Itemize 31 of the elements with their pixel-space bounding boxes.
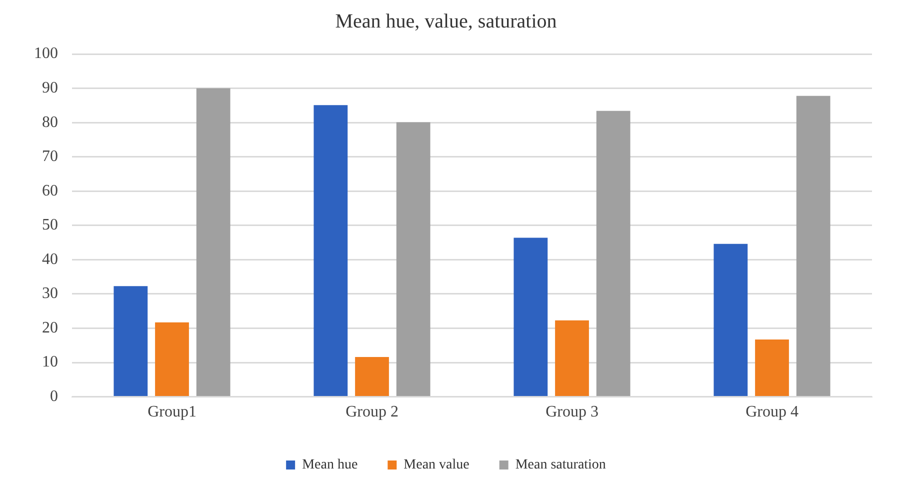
bar <box>755 340 789 396</box>
y-tick-label: 90 <box>42 79 58 96</box>
y-tick-label: 70 <box>42 148 58 166</box>
bar <box>155 322 189 396</box>
bar <box>514 238 548 396</box>
bar <box>555 320 589 396</box>
legend-label: Mean hue <box>302 458 358 473</box>
bar <box>355 357 389 396</box>
bar <box>714 244 748 396</box>
bar <box>114 286 148 396</box>
bar <box>796 96 830 396</box>
y-tick-label: 10 <box>42 354 58 371</box>
bar <box>314 105 348 396</box>
y-tick-label: 30 <box>42 285 58 302</box>
bar <box>396 122 430 396</box>
x-tick-label: Group 3 <box>546 404 598 421</box>
x-tick-label: Group 2 <box>346 404 398 421</box>
legend-label: Mean saturation <box>515 458 606 473</box>
bar <box>196 88 230 396</box>
bar <box>596 110 630 396</box>
y-tick-label: 80 <box>42 114 58 131</box>
legend-label: Mean value <box>404 458 470 473</box>
y-tick-label: 0 <box>50 388 58 406</box>
chart-title: Mean hue, value, saturation <box>335 10 557 32</box>
x-tick-label: Group1 <box>148 404 196 421</box>
x-tick-label: Group 4 <box>746 404 798 421</box>
y-tick-label: 40 <box>42 250 58 268</box>
y-tick-label: 100 <box>34 45 58 62</box>
y-tick-label: 60 <box>42 182 58 200</box>
y-tick-label: 50 <box>42 216 58 234</box>
y-tick-label: 20 <box>42 319 58 336</box>
